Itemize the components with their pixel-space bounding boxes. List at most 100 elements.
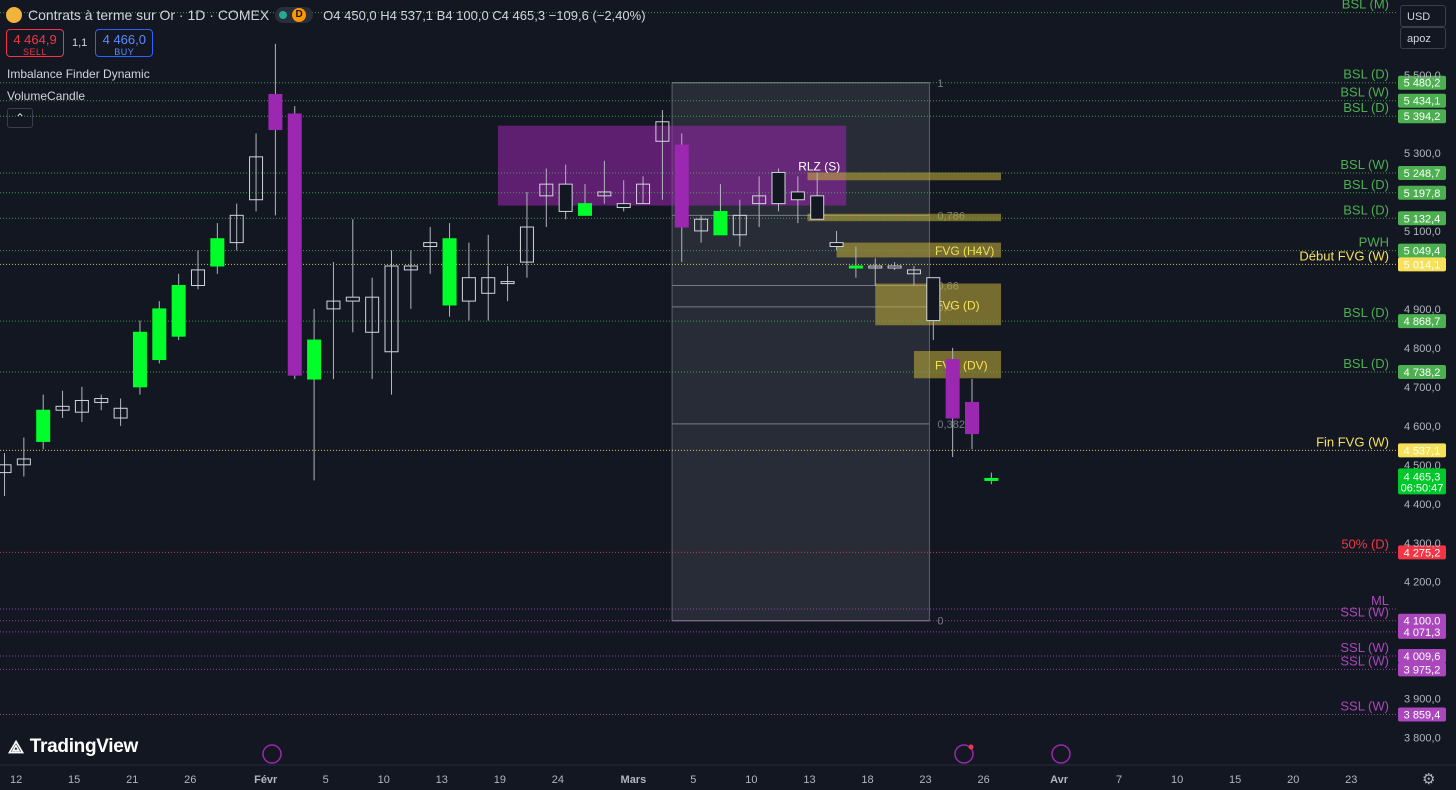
candle-body bbox=[848, 265, 863, 269]
price-tag bbox=[1398, 257, 1446, 272]
time-axis-tick: 7 bbox=[1116, 774, 1122, 786]
candle-body bbox=[713, 210, 728, 236]
liquidity-level-label: BSL (D) bbox=[1343, 177, 1389, 192]
liquidity-level-label: SSL (W) bbox=[1340, 640, 1389, 655]
fib-level-label: 0 bbox=[937, 616, 943, 628]
price-tag-value: 5 049,4 bbox=[1404, 246, 1441, 258]
candle-body bbox=[345, 296, 360, 302]
candle-body bbox=[655, 121, 670, 142]
settings-gear-icon[interactable]: ⚙ bbox=[1422, 771, 1436, 788]
candle-body bbox=[36, 409, 51, 442]
sell-price: 4 464,9 bbox=[13, 32, 57, 47]
candle-body bbox=[423, 242, 438, 248]
candle-body bbox=[945, 359, 960, 419]
price-tag-value: 5 248,7 bbox=[1404, 168, 1441, 180]
time-axis-tick: 12 bbox=[10, 774, 22, 786]
fib-level-label: 0,382 bbox=[937, 419, 965, 431]
candle-body bbox=[481, 277, 496, 294]
price-tag bbox=[1398, 707, 1446, 722]
candle-body bbox=[674, 144, 689, 228]
price-axis-tick: 4 900,0 bbox=[1404, 304, 1441, 316]
candle-body bbox=[752, 195, 767, 205]
fvg-zone bbox=[836, 242, 1002, 258]
time-axis-tick: 20 bbox=[1287, 774, 1299, 786]
time-axis-tick: Avr bbox=[1050, 774, 1069, 786]
candle-body bbox=[906, 269, 921, 275]
candle-body bbox=[539, 183, 554, 197]
time-axis-tick: 13 bbox=[436, 774, 448, 786]
sell-button[interactable]: 4 464,9 SELL bbox=[6, 29, 64, 57]
time-axis-tick: 21 bbox=[126, 774, 138, 786]
time-axis-tick: 5 bbox=[690, 774, 696, 786]
unit-select[interactable]: apoz bbox=[1400, 27, 1446, 49]
liquidity-level-label: BSL (D) bbox=[1343, 356, 1389, 371]
price-tag bbox=[1398, 613, 1446, 628]
brand-name: TradingView bbox=[29, 736, 139, 757]
buy-button[interactable]: 4 466,0 BUY bbox=[95, 29, 154, 57]
price-tag-value: 5 434,1 bbox=[1404, 96, 1441, 108]
price-axis-tick: 4 600,0 bbox=[1404, 421, 1441, 433]
zone-label: RLZ (S) bbox=[798, 160, 840, 174]
candle-body bbox=[229, 214, 244, 244]
indicator-volume-candle[interactable]: VolumeCandle bbox=[7, 89, 86, 103]
price-tag bbox=[1398, 443, 1446, 458]
indicator-imbalance-finder[interactable]: Imbalance Finder Dynamic bbox=[7, 67, 150, 81]
price-tag bbox=[1398, 75, 1446, 90]
price-tag-value: 5 197,8 bbox=[1404, 188, 1441, 200]
time-axis-tick: 23 bbox=[1345, 774, 1357, 786]
candle-body bbox=[829, 242, 844, 248]
candle-body bbox=[326, 300, 341, 310]
candle-body bbox=[287, 113, 302, 376]
market-status-badge[interactable]: D bbox=[275, 7, 314, 23]
buy-price: 4 466,0 bbox=[102, 32, 146, 47]
candle-body bbox=[984, 477, 999, 481]
price-tag bbox=[1398, 211, 1446, 226]
zone-label: FVG (D) bbox=[935, 298, 980, 312]
candle-body bbox=[403, 265, 418, 271]
collapse-indicators-button[interactable]: ⌃ bbox=[7, 108, 33, 128]
liquidity-level-label: SSL (W) bbox=[1340, 653, 1389, 668]
time-axis-tick: 15 bbox=[1229, 774, 1241, 786]
liquidity-level-label: BSL (W) bbox=[1340, 157, 1389, 172]
candle-body bbox=[616, 203, 631, 209]
price-axis-tick: 4 800,0 bbox=[1404, 343, 1441, 355]
candle-body bbox=[771, 171, 786, 205]
event-marker-icon bbox=[954, 744, 974, 764]
fvg-zone bbox=[807, 213, 1002, 222]
time-axis-tick: 13 bbox=[803, 774, 815, 786]
candle-body bbox=[132, 331, 147, 388]
candle-body bbox=[461, 277, 476, 302]
sell-label: SELL bbox=[22, 47, 48, 57]
liquidity-level-label: BSL (D) bbox=[1343, 100, 1389, 115]
price-tag bbox=[1398, 243, 1446, 258]
candle-body bbox=[694, 218, 709, 232]
ohlc-readout: O4 450,0 H4 537,1 B4 100,0 C4 465,3 −109… bbox=[323, 7, 646, 23]
liquidity-level-label: BSL (W) bbox=[1340, 85, 1389, 100]
price-tag-value: 3 975,2 bbox=[1404, 664, 1441, 676]
symbol-title[interactable]: Contrats à terme sur Or · 1D · COMEX bbox=[28, 7, 270, 23]
candle-body bbox=[365, 296, 380, 333]
price-axis-tick: 5 100,0 bbox=[1404, 226, 1441, 238]
liquidity-level-label: SSL (W) bbox=[1340, 699, 1389, 714]
price-axis-tick: 3 900,0 bbox=[1404, 694, 1441, 706]
zone-label: FVG (DV) bbox=[935, 359, 988, 373]
tradingview-logo[interactable]: ⟁ TradingView bbox=[8, 736, 138, 758]
bar-countdown: 06:50:47 bbox=[1401, 482, 1444, 494]
price-tag bbox=[1398, 109, 1446, 124]
time-axis-tick: 10 bbox=[745, 774, 757, 786]
currency-select[interactable]: USD bbox=[1400, 5, 1446, 27]
price-tag-value: 5 394,2 bbox=[1404, 111, 1441, 123]
price-axis-tick: 4 300,0 bbox=[1404, 538, 1441, 550]
price-tag bbox=[1398, 364, 1446, 379]
price-tag bbox=[1398, 545, 1446, 560]
price-axis-tick: 4 200,0 bbox=[1404, 577, 1441, 589]
buy-label: BUY bbox=[114, 47, 135, 57]
price-axis-tick: 3 800,0 bbox=[1404, 733, 1441, 745]
candle-body bbox=[578, 203, 592, 216]
time-axis-tick: 5 bbox=[323, 774, 329, 786]
price-axis-tick: 5 300,0 bbox=[1404, 148, 1441, 160]
liquidity-level-label: BSL (D) bbox=[1343, 202, 1389, 217]
rlz-zone bbox=[497, 125, 847, 206]
event-marker-icon bbox=[1051, 744, 1071, 764]
